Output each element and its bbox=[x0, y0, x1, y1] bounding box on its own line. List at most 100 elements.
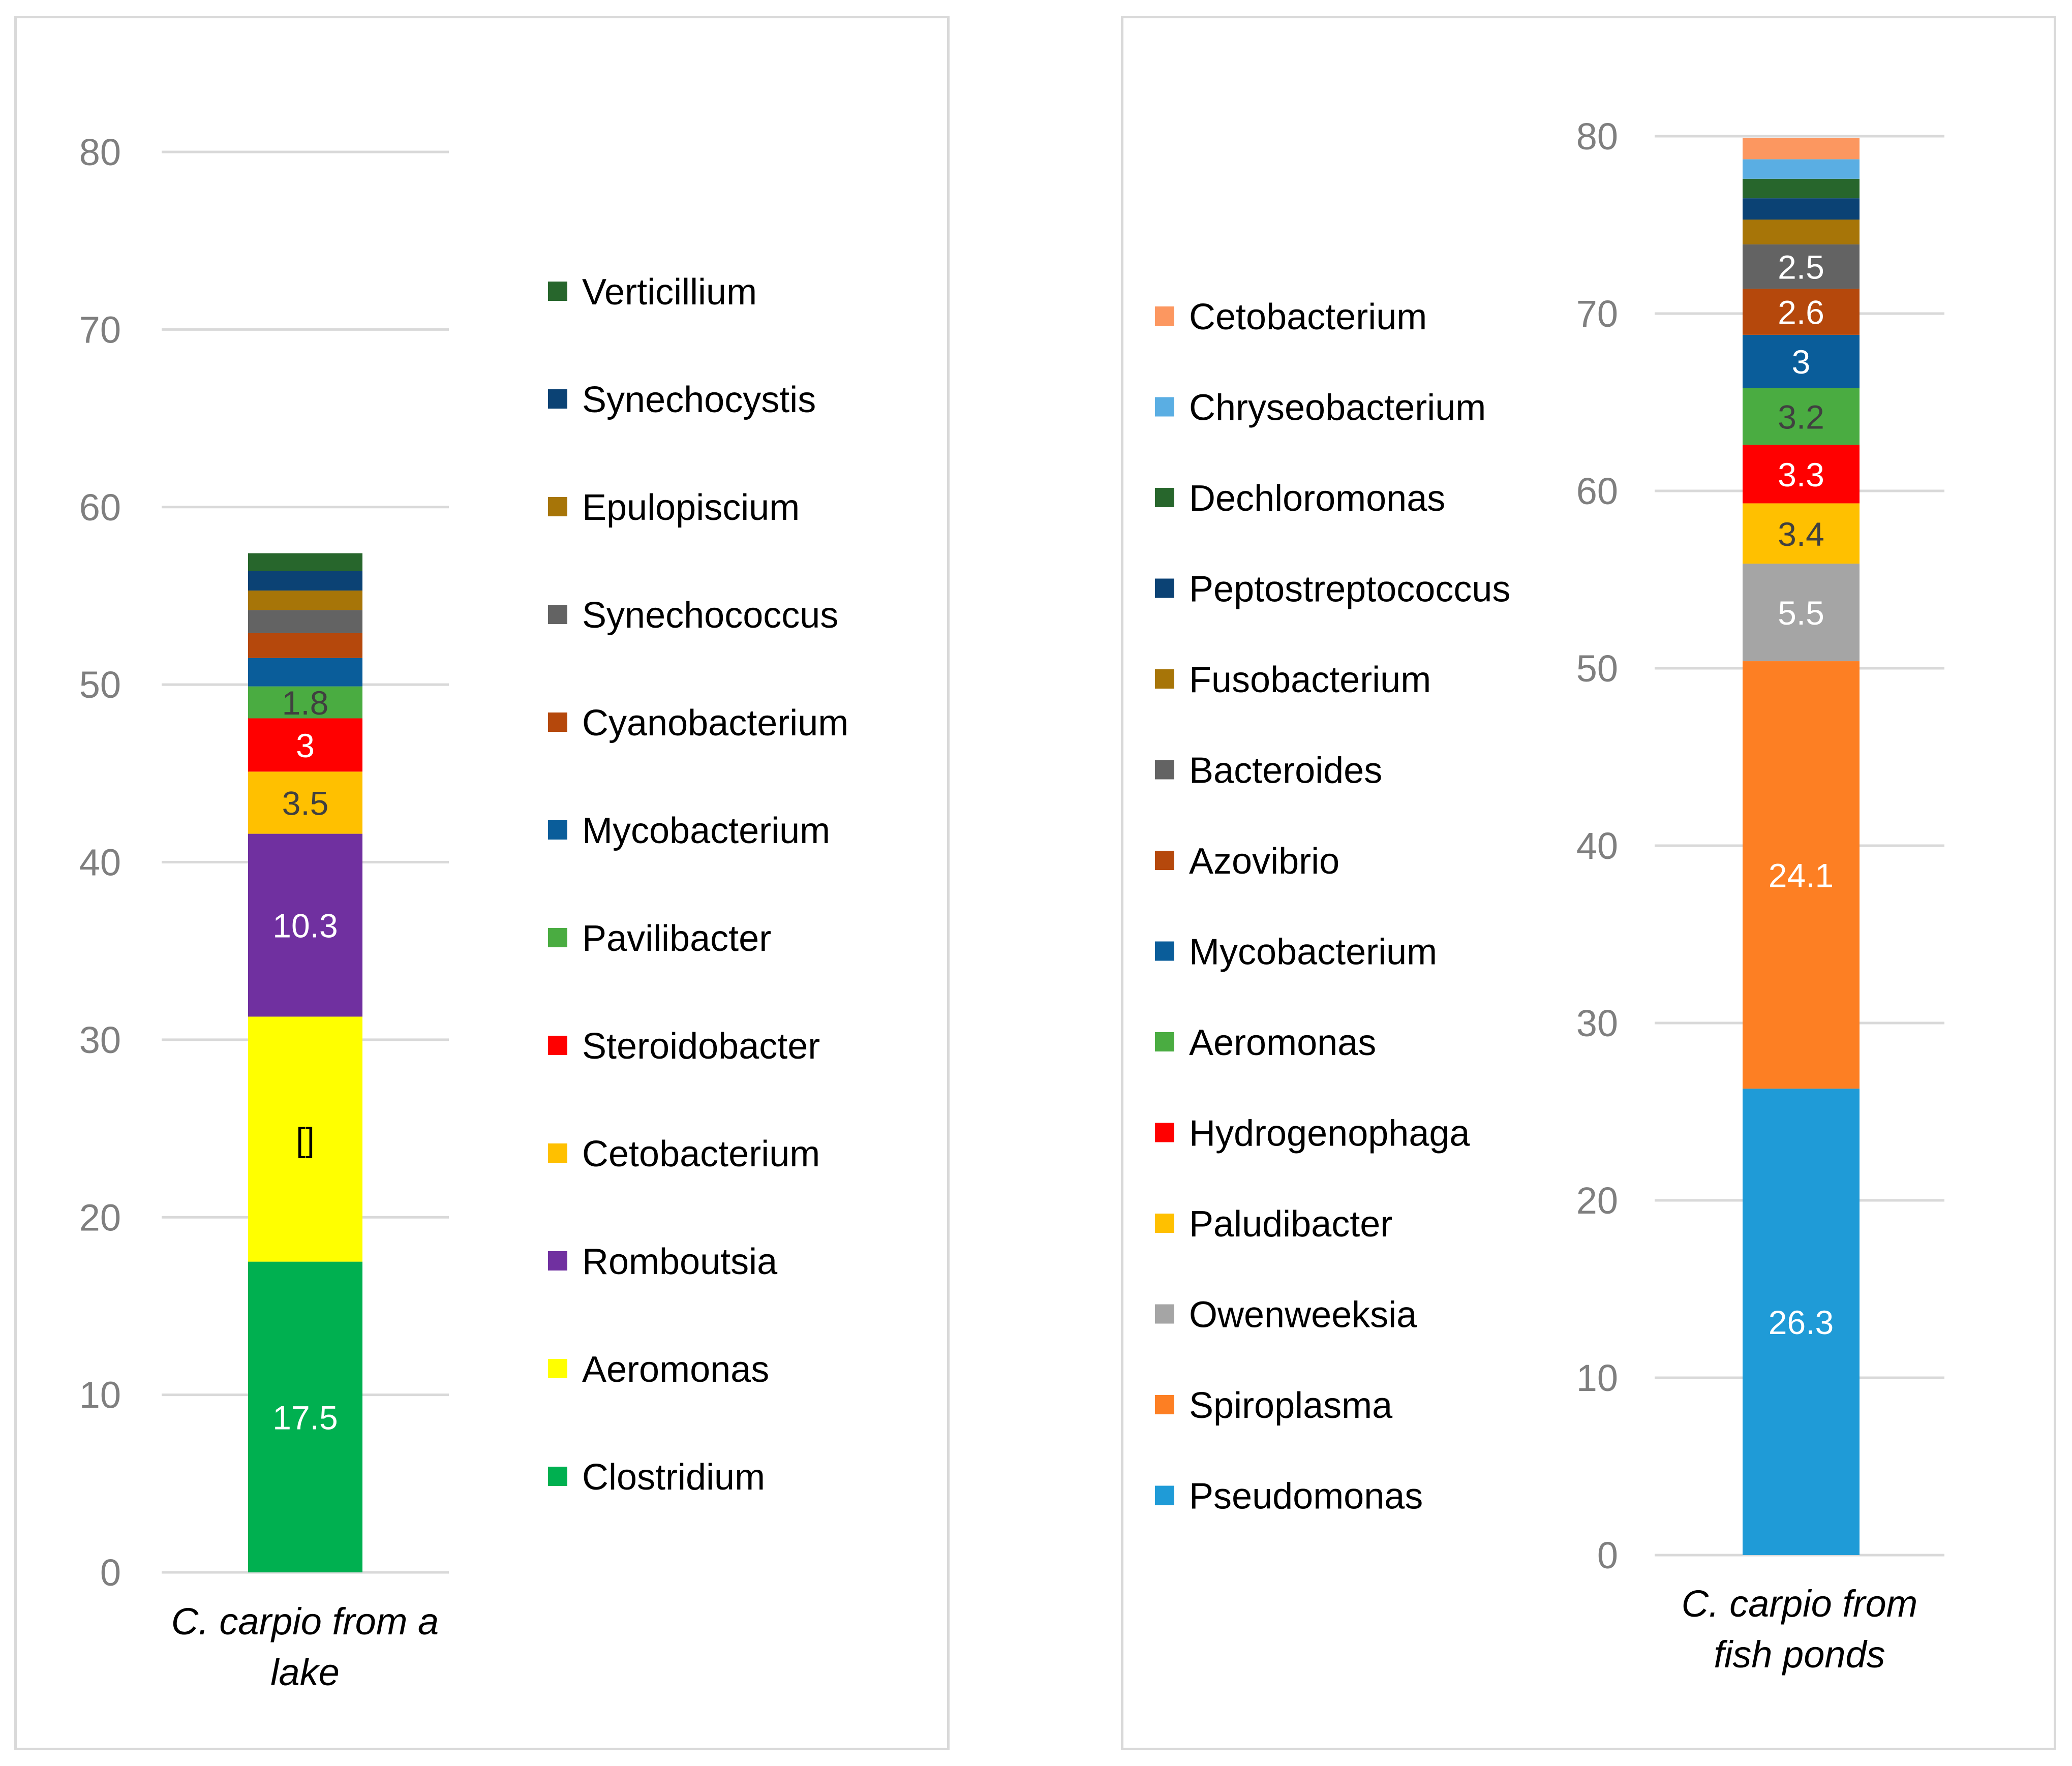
bar-segment-peptostreptococcus bbox=[1743, 198, 1860, 220]
legend-label: Cyanobacterium bbox=[582, 703, 848, 743]
legend-item-dechloromonas: Dechloromonas bbox=[1155, 478, 1445, 519]
legend-item-verticillium: Verticillium bbox=[548, 272, 757, 313]
legend-swatch bbox=[548, 928, 567, 947]
bar-segment-azovibrio bbox=[1743, 289, 1860, 335]
legend-item-spiroplasma: Spiroplasma bbox=[1155, 1385, 1393, 1426]
data-label-aeromonas: [] bbox=[296, 1121, 315, 1159]
legend-label: Epulopiscium bbox=[582, 487, 800, 528]
data-label-aeromonas: 3.2 bbox=[1778, 398, 1824, 436]
legend-label: Dechloromonas bbox=[1189, 478, 1445, 519]
data-label-paludibacter: 3.4 bbox=[1778, 515, 1824, 553]
category-label-text: C. carpio from a lake bbox=[171, 1600, 439, 1693]
legend-swatch bbox=[548, 389, 567, 409]
legend-swatch bbox=[548, 282, 567, 301]
y-tick-label: 30 bbox=[1576, 1002, 1618, 1044]
legend-item-steroidobacter: Steroidobacter bbox=[548, 1026, 820, 1067]
legend-item-fusobacterium: Fusobacterium bbox=[1155, 660, 1431, 700]
legend-label: Peptostreptococcus bbox=[1189, 569, 1510, 610]
legend-swatch bbox=[548, 1036, 567, 1055]
y-tick-label: 70 bbox=[1576, 293, 1618, 335]
legend-item-paludibacter: Paludibacter bbox=[1155, 1204, 1392, 1245]
bar-segment-cyanobacterium bbox=[248, 633, 362, 658]
legend-swatch bbox=[1155, 1304, 1174, 1324]
bar-segment-epulopiscium bbox=[248, 590, 362, 610]
legend-label: Bacteroides bbox=[1189, 751, 1382, 791]
data-label-spiroplasma: 24.1 bbox=[1769, 857, 1834, 894]
y-tick-label: 70 bbox=[79, 308, 121, 351]
legend-item-cyanobacterium: Cyanobacterium bbox=[548, 703, 848, 743]
category-label-text: C. carpio from fish ponds bbox=[1682, 1583, 1918, 1676]
y-tick-label: 20 bbox=[79, 1196, 121, 1238]
legend-item-romboutsia: Romboutsia bbox=[548, 1242, 778, 1282]
legend: Cetobacterium Chryseobacterium Dechloromon… bbox=[1155, 297, 1510, 1517]
data-label-clostridium: 17.5 bbox=[272, 1399, 338, 1436]
legend-swatch bbox=[1155, 669, 1174, 689]
bar-segment-fusobacterium bbox=[1743, 220, 1860, 244]
y-tick-label: 60 bbox=[79, 486, 121, 529]
legend-item-mycobacterium: Mycobacterium bbox=[548, 811, 830, 851]
y-tick-label: 0 bbox=[1597, 1534, 1618, 1576]
legend-swatch bbox=[1155, 306, 1174, 326]
bar-segment-mycobacterium bbox=[1743, 334, 1860, 388]
y-tick-label: 20 bbox=[1576, 1180, 1618, 1222]
y-tick-label: 50 bbox=[1576, 647, 1618, 690]
legend-item-cetobacterium: Cetobacterium bbox=[1155, 297, 1427, 337]
legend-item-azovibrio: Azovibrio bbox=[1155, 841, 1339, 882]
y-tick-label: 80 bbox=[79, 131, 121, 173]
legend-swatch bbox=[1155, 1485, 1174, 1505]
bar-segment-owenweeksia bbox=[1743, 564, 1860, 662]
bar-segment-aeromonas bbox=[248, 1016, 362, 1262]
bar-segment-aeromonas bbox=[1743, 388, 1860, 445]
y-tick-label: 0 bbox=[100, 1552, 121, 1594]
legend-label: Mycobacterium bbox=[1189, 932, 1437, 973]
stacked-bar: 17.5 [] 10.3 3.5 3 1.8 bbox=[248, 553, 362, 1572]
legend-label: Synechococcus bbox=[582, 595, 838, 636]
legend-swatch bbox=[1155, 1395, 1174, 1414]
legend-item-epulopiscium: Epulopiscium bbox=[548, 487, 800, 528]
legend-item-clostridium: Clostridium bbox=[548, 1457, 765, 1498]
legend: Verticillium Synechocystis Epulopiscium Syn… bbox=[548, 272, 848, 1498]
bar-segment-pseudomonas bbox=[1743, 1089, 1860, 1555]
y-axis: 0 10 20 30 40 50 60 70 80 bbox=[79, 131, 121, 1594]
legend-item-cetobacterium: Cetobacterium bbox=[548, 1134, 820, 1174]
data-label-romboutsia: 10.3 bbox=[272, 907, 338, 945]
data-label-steroidobacter: 3 bbox=[296, 727, 315, 764]
bar-segment-clostridium bbox=[248, 1261, 362, 1572]
legend-label: Chryseobacterium bbox=[1189, 388, 1486, 428]
legend-swatch bbox=[548, 1143, 567, 1163]
legend-label: Mycobacterium bbox=[582, 811, 830, 851]
legend-label: Aeromonas bbox=[582, 1349, 769, 1390]
legend-label: Hydrogenophaga bbox=[1189, 1113, 1470, 1154]
legend-item-aeromonas: Aeromonas bbox=[1155, 1023, 1376, 1063]
y-tick-label: 10 bbox=[1576, 1357, 1618, 1399]
legend-item-owenweeksia: Owenweeksia bbox=[1155, 1295, 1417, 1336]
bar-segment-spiroplasma bbox=[1743, 661, 1860, 1089]
legend-label: Steroidobacter bbox=[582, 1026, 820, 1067]
legend-item-chryseobacterium: Chryseobacterium bbox=[1155, 388, 1486, 428]
legend-swatch bbox=[1155, 488, 1174, 507]
bar-segment-pavilibacter bbox=[248, 686, 362, 719]
legend-item-pavilibacter: Pavilibacter bbox=[548, 918, 771, 959]
bar-segment-chryseobacterium bbox=[1743, 159, 1860, 179]
legend-swatch bbox=[548, 1359, 567, 1378]
y-tick-label: 60 bbox=[1576, 470, 1618, 512]
bar-segment-synechocystis bbox=[248, 571, 362, 591]
legend-item-hydrogenophaga: Hydrogenophaga bbox=[1155, 1113, 1470, 1154]
legend-label: Pavilibacter bbox=[582, 918, 771, 959]
bar-segment-cetobacterium bbox=[1743, 138, 1860, 160]
data-label-pseudomonas: 26.3 bbox=[1769, 1304, 1834, 1341]
legend-swatch bbox=[1155, 578, 1174, 598]
data-label-mycobacterium: 3 bbox=[1792, 343, 1811, 381]
legend-label: Synechocystis bbox=[582, 380, 816, 420]
legend-label: Romboutsia bbox=[582, 1242, 778, 1282]
y-tick-label: 80 bbox=[1576, 115, 1618, 158]
bar-segment-steroidobacter bbox=[248, 718, 362, 772]
legend-item-bacteroides: Bacteroides bbox=[1155, 751, 1382, 791]
x-category-label: C. carpio from fish ponds bbox=[1682, 1583, 1918, 1676]
stacked-bar: 26.3 24.1 5.5 3.4 3.3 3.2 3 2.6 2.5 bbox=[1743, 138, 1860, 1555]
chart-panel-fish-ponds: 0 10 20 30 40 50 60 70 80 26.3 24.1 5.5 3.4 3.3 3.2 3 2.… bbox=[1121, 16, 2056, 1750]
chart-panel-lake: 0 10 20 30 40 50 60 70 80 17.5 [] 10.3 3.5 3 1.8 C. car… bbox=[14, 16, 950, 1750]
y-tick-label: 10 bbox=[79, 1374, 121, 1416]
legend-swatch bbox=[1155, 941, 1174, 961]
legend-item-synechococcus: Synechococcus bbox=[548, 595, 838, 636]
